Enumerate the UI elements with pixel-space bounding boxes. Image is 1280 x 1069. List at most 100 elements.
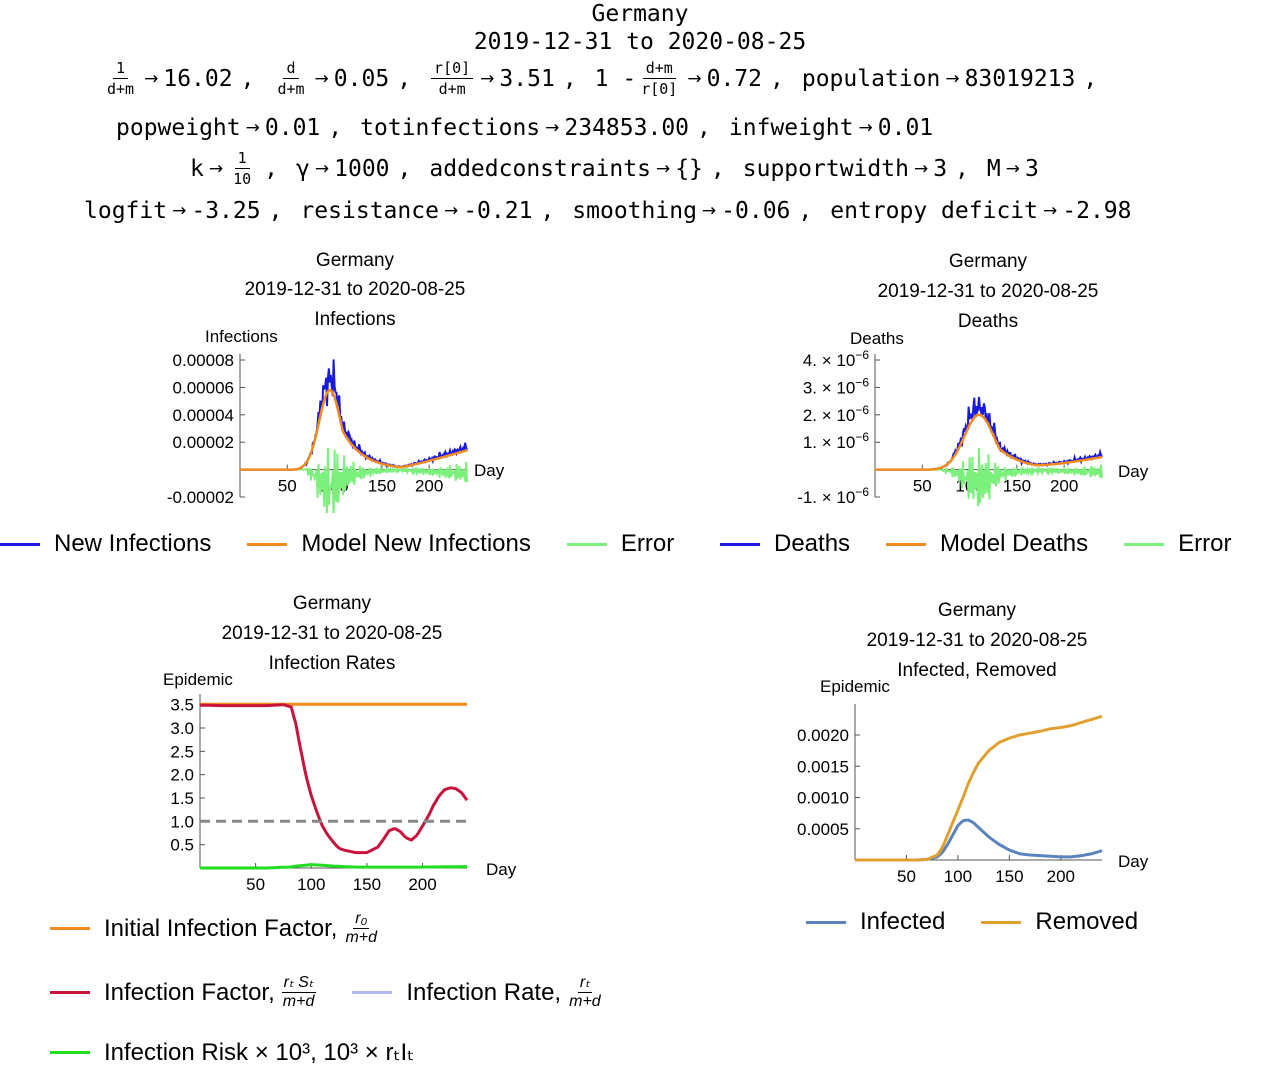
y-tick-label: 2.0: [170, 766, 194, 785]
legend-swatch: [247, 542, 288, 546]
x-tick-label: 50: [913, 477, 932, 496]
legend-swatch: [50, 927, 90, 930]
params-row-4: logfit → -3.25, resistance → -0.21, smoothin…: [84, 198, 1132, 224]
y-tick-label: 0.00006: [173, 378, 234, 397]
param-name: k: [190, 155, 204, 182]
x-tick-label: 150: [1003, 477, 1031, 496]
legend-frac: r₀ m+d: [345, 910, 378, 946]
param-name: resistance: [300, 198, 439, 224]
infections-legend: New Infections Model New Infections Erro…: [0, 530, 710, 558]
chart-title: Germany: [949, 251, 1028, 272]
legend-item: Model Deaths: [886, 530, 1088, 558]
x-tick-label: 200: [1050, 477, 1078, 496]
series-line-removed: [855, 714, 1103, 862]
legend-item: Deaths: [720, 530, 850, 558]
param-value: 3: [933, 155, 948, 182]
param-prefix: 1 -: [594, 65, 637, 92]
param-name: γ: [296, 155, 310, 182]
x-axis-label: Day: [474, 461, 505, 480]
chart-subtitle: 2019-12-31 to 2020-08-25: [245, 279, 466, 300]
x-tick-label: 100: [297, 875, 325, 890]
deaths-legend: Deaths Model Deaths Error: [720, 530, 1267, 558]
param-name: entropy deficit: [830, 198, 1038, 224]
legend-swatch: [886, 542, 927, 546]
param-name: smoothing: [572, 198, 697, 224]
legend-swatch: [1124, 542, 1165, 546]
x-tick-label: 200: [408, 875, 436, 890]
param-name: M: [986, 155, 1001, 182]
legend-swatch: [566, 542, 607, 546]
y-axis-label: Deaths: [850, 329, 904, 348]
y-tick-label: 2. × 10−6: [803, 403, 869, 425]
series-line-infection-risk: [200, 863, 467, 870]
infected-removed-legend: Infected Removed: [806, 908, 1174, 936]
chart-title: Germany: [293, 593, 372, 614]
infections-chart: Germany 2019-12-31 to 2020-08-25 Infection…: [167, 250, 505, 513]
y-tick-label: -1. × 10−6: [797, 485, 869, 507]
x-axis-label: Day: [1118, 852, 1149, 871]
param-name: popweight: [116, 115, 241, 141]
infection-rates-chart: Germany 2019-12-31 to 2020-08-25 Infection…: [163, 593, 517, 890]
legend-item: Infection Risk × 10³, 10³ × rₜIₜ: [50, 1038, 414, 1067]
legend-item: Removed: [981, 908, 1138, 936]
y-tick-label: 0.0020: [797, 726, 849, 745]
param-value: 0.01: [264, 115, 321, 141]
y-tick-label: 0.0010: [797, 789, 849, 808]
rates-legend-row-2: Infection Factor, rₜ Sₜ m+d Infection Rat…: [50, 974, 639, 1011]
chart-subtitle2: Deaths: [958, 311, 1018, 332]
chart-title: Germany: [938, 600, 1017, 621]
y-tick-label: 1.0: [170, 812, 194, 831]
x-axis-label: Day: [1118, 462, 1149, 481]
y-tick-label: 1. × 10−6: [803, 430, 869, 452]
y-axis-label: Infections: [205, 327, 278, 346]
legend-swatch: [50, 991, 90, 994]
chart-subtitle: 2019-12-31 to 2020-08-25: [878, 281, 1099, 302]
param-value: -3.25: [191, 198, 261, 224]
y-axis-label: Epidemic: [163, 670, 233, 689]
x-tick-label: 150: [353, 875, 381, 890]
y-tick-label: 0.0005: [797, 820, 849, 839]
param-value: 3.51: [499, 65, 555, 92]
y-tick-label: 0.00004: [173, 406, 234, 425]
legend-swatch: [0, 542, 40, 546]
x-tick-label: 150: [368, 477, 396, 496]
chart-title: Germany: [316, 250, 395, 271]
param-value: 0.05: [333, 65, 390, 92]
params-row-1: 1 d+m → 16.02, d d+m → 0.05, r[0] d+m → 3.51, …: [102, 60, 1115, 97]
chart-subtitle: 2019-12-31 to 2020-08-25: [222, 623, 443, 644]
page-title: Germany: [591, 1, 689, 27]
legend-frac: rₜ m+d: [569, 974, 601, 1010]
legend-swatch: [981, 920, 1022, 924]
legend-item: Error: [1124, 530, 1231, 558]
param-frac: 1 d+m: [107, 59, 135, 98]
param-frac: d d+m: [277, 59, 305, 98]
deaths-chart: Germany 2019-12-31 to 2020-08-25 Deaths Dea…: [797, 251, 1149, 507]
param-value: 83019213: [964, 65, 1076, 92]
y-tick-label: 0.5: [170, 836, 194, 855]
series-line-model: [875, 413, 1103, 471]
param-name: totinfections: [360, 115, 541, 141]
param-value: -2.98: [1062, 198, 1132, 224]
x-tick-label: 200: [1047, 867, 1075, 886]
x-tick-label: 200: [415, 477, 443, 496]
param-value: 3: [1025, 155, 1039, 182]
chart-subtitle: 2019-12-31 to 2020-08-25: [867, 630, 1088, 651]
y-tick-label: 3. × 10−6: [803, 375, 869, 397]
legend-frac: rₜ Sₜ m+d: [281, 974, 316, 1010]
y-tick-label: 0.0015: [797, 757, 849, 776]
chart-subtitle2: Infection Rates: [269, 653, 396, 674]
y-tick-label: 4. × 10−6: [803, 348, 869, 370]
legend-item: Initial Infection Factor, r₀ m+d: [50, 910, 379, 947]
x-tick-label: 50: [246, 875, 265, 890]
y-tick-label: 0.00008: [173, 351, 234, 370]
y-tick-label: 3.5: [170, 696, 194, 715]
legend-item: New Infections: [0, 530, 211, 558]
param-value: 16.02: [163, 65, 233, 92]
param-frac: 1 10: [233, 149, 252, 188]
series-line-infected: [855, 818, 1103, 862]
param-value: 234853.00: [564, 115, 690, 141]
rates-legend-row-3: Infection Risk × 10³, 10³ × rₜIₜ: [50, 1038, 450, 1067]
infected-removed-chart: Germany 2019-12-31 to 2020-08-25 Infected,…: [797, 600, 1149, 886]
x-tick-label: 150: [995, 867, 1023, 886]
param-name: logfit: [84, 198, 168, 224]
